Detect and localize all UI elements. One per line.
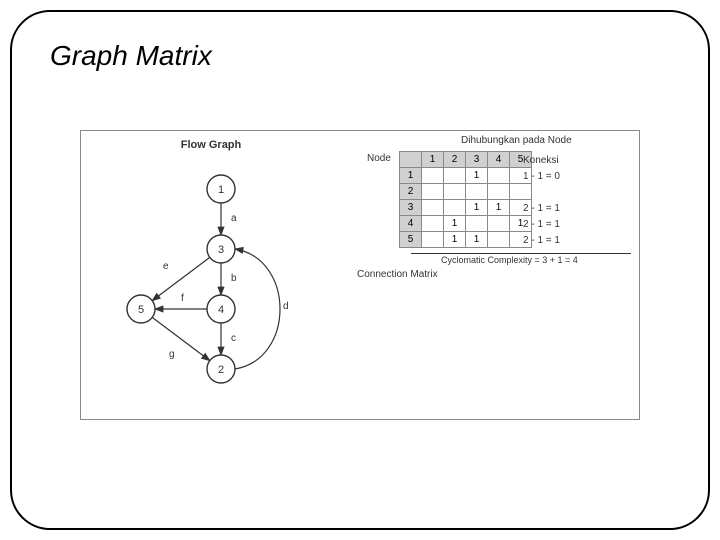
matrix-cell — [444, 200, 466, 216]
connection-matrix-label: Connection Matrix — [357, 269, 438, 280]
koneksi-row: 2 - 1 = 1 — [523, 233, 560, 249]
koneksi-row: 1 - 1 = 0 — [523, 169, 560, 185]
cc-divider-line — [411, 253, 631, 254]
matrix-row-header: 1 — [400, 168, 422, 184]
matrix-cell — [466, 216, 488, 232]
edge-label-g: g — [169, 349, 175, 360]
matrix-col-header: 3 — [466, 152, 488, 168]
matrix-cell: 1 — [466, 200, 488, 216]
matrix-row-header: 5 — [400, 232, 422, 248]
edge-d — [235, 249, 280, 369]
matrix-row-header: 4 — [400, 216, 422, 232]
matrix-cell: 1 — [444, 216, 466, 232]
matrix-cell — [488, 184, 510, 200]
flow-graph-svg: 1 3 4 2 5 a b c f g e d — [91, 159, 331, 419]
matrix-cell — [422, 232, 444, 248]
matrix-row-header: 2 — [400, 184, 422, 200]
koneksi-column: Koneksi 1 - 1 = 02 - 1 = 12 - 1 = 12 - 1… — [523, 153, 560, 185]
matrix-cell — [488, 168, 510, 184]
content-box: Flow Graph 13425 abcfged Dihubungkan pad… — [80, 130, 640, 420]
matrix-cell — [422, 168, 444, 184]
node-label-1: 1 — [218, 184, 224, 196]
koneksi-row: 2 - 1 = 1 — [523, 201, 560, 217]
matrix-col-header: 4 — [488, 152, 510, 168]
page-title: Graph Matrix — [50, 40, 212, 72]
edge-label-e: e — [163, 261, 169, 272]
edge-label-a: a — [231, 213, 237, 224]
koneksi-row — [523, 185, 560, 201]
edge-label-b: b — [231, 273, 237, 284]
matrix-node-label: Node — [367, 153, 391, 164]
matrix-cell — [444, 184, 466, 200]
cyclomatic-complexity-text: Cyclomatic Complexity = 3 + 1 = 4 — [441, 255, 578, 265]
matrix-cell — [422, 216, 444, 232]
node-label-3: 3 — [218, 244, 224, 256]
matrix-cell — [466, 184, 488, 200]
edge-label-f: f — [181, 293, 184, 304]
edge-label-d: d — [283, 301, 289, 312]
edge-g — [152, 317, 210, 360]
matrix-cell — [488, 216, 510, 232]
node-label-2: 2 — [218, 364, 224, 376]
matrix-col-header: 1 — [422, 152, 444, 168]
flow-graph-title: Flow Graph — [81, 139, 341, 151]
node-label-4: 4 — [218, 304, 224, 316]
matrix-cell — [444, 168, 466, 184]
matrix-cell: 1 — [444, 232, 466, 248]
matrix-cell: 1 — [466, 232, 488, 248]
node-label-5: 5 — [138, 304, 144, 316]
matrix-cell: 1 — [488, 200, 510, 216]
matrix-area: Dihubungkan pada Node Node 12345 1123114… — [351, 131, 641, 311]
koneksi-row: 2 - 1 = 1 — [523, 217, 560, 233]
matrix-corner — [400, 152, 422, 168]
koneksi-header: Koneksi — [523, 153, 560, 169]
connection-matrix-table: 12345 112311411511 — [399, 151, 532, 248]
matrix-cell — [422, 200, 444, 216]
matrix-cell — [488, 232, 510, 248]
matrix-col-header: 2 — [444, 152, 466, 168]
flow-graph-area: Flow Graph 1 3 4 2 5 a b c f g e d — [81, 131, 341, 421]
matrix-row-header: 3 — [400, 200, 422, 216]
edge-label-c: c — [231, 333, 236, 344]
matrix-cell: 1 — [466, 168, 488, 184]
matrix-cell — [422, 184, 444, 200]
matrix-top-label: Dihubungkan pada Node — [461, 135, 572, 146]
